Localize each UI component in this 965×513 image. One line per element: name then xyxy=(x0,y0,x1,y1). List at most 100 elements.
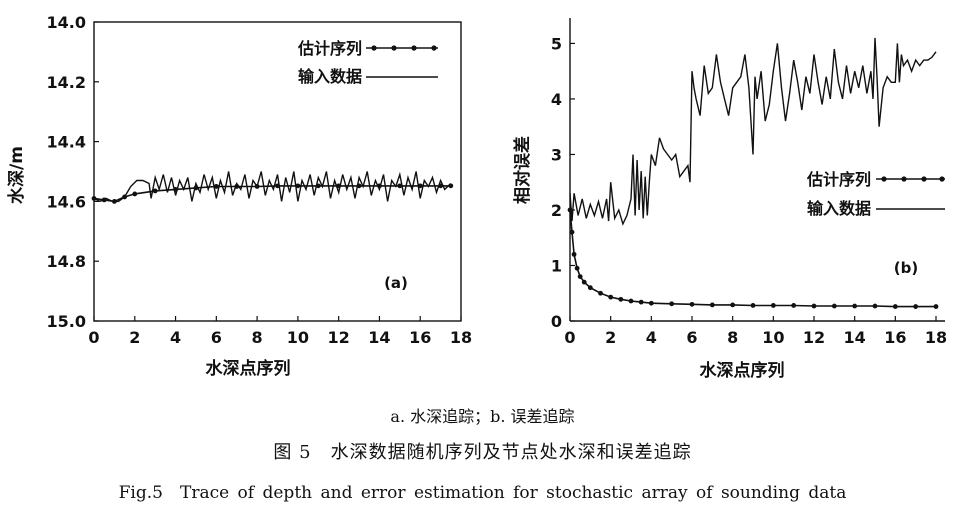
panel-b-estimate-point xyxy=(581,279,587,285)
panel-a-estimate-point xyxy=(397,183,403,189)
panel-b-estimate-point xyxy=(648,300,654,306)
panel-b-estimate-markers xyxy=(567,207,939,309)
panel-b-estimate-point xyxy=(669,301,675,307)
panel-b-estimate-point xyxy=(791,303,797,308)
panel-a-legend-estimate-marker xyxy=(391,45,397,51)
panel-b-x-tick-label: 12 xyxy=(803,328,825,347)
panel-b-estimate-point xyxy=(569,229,575,235)
panel-b-x-tick-label: 6 xyxy=(686,328,697,347)
panel-a-estimate-point xyxy=(438,183,444,189)
panel-b-estimate-point xyxy=(852,303,858,309)
panel-a-x-tick-label: 14 xyxy=(368,328,390,347)
panel-a-estimate-point xyxy=(152,188,158,194)
panel-b-estimate-point xyxy=(628,298,634,304)
panel-b-legend-estimate-label: 估计序列 xyxy=(806,170,871,189)
panel-a-estimate-point xyxy=(295,183,301,189)
panel-b-estimate-point xyxy=(913,304,919,309)
panel-b-estimate-point xyxy=(587,285,593,291)
panel-a-estimate-point xyxy=(234,184,240,189)
panel-b-legend-estimate-marker xyxy=(939,176,945,182)
panel-a: 0 2 4 6 8 10 12 14 16 1814.014.214.414.614.815.0 … xyxy=(6,13,472,379)
panel-b-input-series-line xyxy=(569,37,937,226)
panel-a-y-tick-label: 14.6 xyxy=(47,192,86,211)
panel-b-estimate-point xyxy=(577,274,583,279)
panel-b-x-tick-label: 4 xyxy=(646,328,657,347)
panel-a-legend-estimate-marker xyxy=(411,45,417,51)
panel-b-x-tick-label: 14 xyxy=(844,328,866,347)
panel-a-x-tick-label: 12 xyxy=(328,328,350,347)
figure-caption-english: Fig.5 Trace of depth and error estimatio… xyxy=(118,483,847,503)
panel-a-xlabel: 水深点序列 xyxy=(206,358,291,379)
panel-a-estimate-point xyxy=(356,183,362,189)
panel-a-x-tick-label: 0 xyxy=(88,328,99,347)
panel-b-estimate-point xyxy=(892,304,898,309)
panel-a-estimate-point xyxy=(275,183,280,189)
panel-b-label: (b) xyxy=(894,259,918,277)
panel-a-legend-estimate-label: 估计序列 xyxy=(297,39,362,58)
panel-a-estimate-point xyxy=(173,187,178,192)
panel-b-legend-estimate-marker xyxy=(881,176,887,182)
panel-a-legend-input-label: 输入数据 xyxy=(298,67,362,86)
panel-b-y-tick-label: 3 xyxy=(551,145,562,164)
panel-a-estimate-markers xyxy=(91,183,454,204)
panel-a-estimate-point xyxy=(448,183,454,189)
panel-b-estimate-point xyxy=(750,303,756,308)
panel-a-estimate-point xyxy=(111,199,117,204)
panel-b-x-tick-label: 2 xyxy=(605,328,616,347)
panel-a-y-tick-label: 14.4 xyxy=(47,133,86,152)
panel-b-estimate-point xyxy=(689,301,695,307)
panel-b-estimate-point xyxy=(811,303,817,309)
panel-b-estimate-point xyxy=(770,303,776,308)
panel-a-x-tick-label: 10 xyxy=(287,328,309,347)
panel-a-grid: 0 2 4 6 8 10 12 14 16 18 14.0 14.2 14.4 14.6 14.8 15.0 xyxy=(47,13,473,347)
panel-b-legend-estimate-marker xyxy=(921,176,927,182)
panel-b-estimate-point xyxy=(638,299,644,305)
panel-b-x-tick-label: 16 xyxy=(884,328,906,347)
panel-a-estimate-point xyxy=(132,191,138,197)
panel-b-xlabel: 水深点序列 xyxy=(700,360,785,381)
panel-a-legend-estimate-marker xyxy=(431,45,437,51)
panel-b-x-tick-label: 18 xyxy=(925,328,947,347)
panel-b-estimate-point xyxy=(571,251,577,257)
panel-b-estimate-point xyxy=(598,290,603,296)
panel-a-y-tick-label: 14.8 xyxy=(47,252,86,271)
panel-b-legend-input-label: 输入数据 xyxy=(807,199,871,218)
panel-b-estimate-point xyxy=(933,304,939,309)
panel-a-y-tick-label: 14.0 xyxy=(47,13,86,32)
panel-a-estimate-point xyxy=(193,185,199,191)
panel-b-y-tick-label: 0 xyxy=(551,312,562,331)
panel-a-ylabel: 水深/m xyxy=(6,146,27,204)
panel-a-x-tick-label: 4 xyxy=(170,328,181,347)
panel-b-y-tick-label: 5 xyxy=(551,34,562,53)
panel-b-estimate-point xyxy=(608,294,614,300)
panel-a-x-tick-label: 2 xyxy=(129,328,140,347)
panel-a-estimate-point xyxy=(213,184,219,189)
panel-b-x-tick-label: 8 xyxy=(727,328,738,347)
panel-a-estimate-point xyxy=(417,183,423,189)
panel-a-estimate-point xyxy=(101,197,107,203)
panel-b-estimate-point xyxy=(831,303,837,309)
panel-a-legend: 估计序列 输入数据 xyxy=(297,39,438,86)
panel-a-x-tick-label: 6 xyxy=(211,328,222,347)
panel-a-estimate-point xyxy=(122,194,127,200)
panel-a-label: (a) xyxy=(384,274,408,292)
panel-a-x-tick-label: 8 xyxy=(252,328,263,347)
panel-a-x-tick-label: 16 xyxy=(409,328,431,347)
panel-b-y-tick-label: 4 xyxy=(551,90,562,109)
panel-b-estimate-point xyxy=(709,302,715,308)
panel-b-estimate-point xyxy=(872,303,878,309)
panel-b-y-tick-label: 1 xyxy=(551,256,562,275)
panel-b-y-tick-label: 2 xyxy=(551,201,562,220)
figure: 0 2 4 6 8 10 12 14 16 1814.014.214.414.614.815.0 … xyxy=(6,13,947,381)
panel-b-x-tick-label: 0 xyxy=(564,328,575,347)
panel-b-x-tick-label: 10 xyxy=(762,328,784,347)
panel-a-estimate-point xyxy=(91,196,97,201)
panel-a-y-tick-label: 15.0 xyxy=(47,312,86,331)
panel-b-ylabel: 相对误差 xyxy=(512,136,533,204)
figure-subcaption: a. 水深追踪；b. 误差追踪 xyxy=(390,407,575,426)
panel-a-plot-frame xyxy=(93,21,462,322)
panel-a-estimate-point xyxy=(377,183,382,189)
panel-b-estimate-point xyxy=(618,296,624,302)
